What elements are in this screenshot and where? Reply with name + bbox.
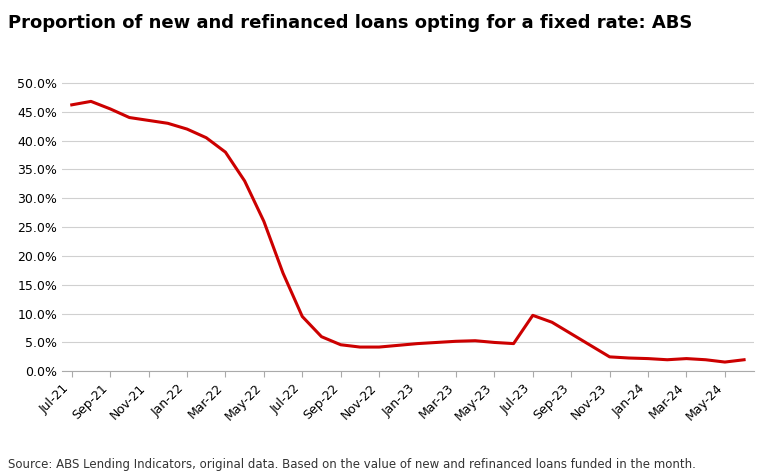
Text: Proportion of new and refinanced loans opting for a fixed rate: ABS: Proportion of new and refinanced loans o… [8, 14, 692, 32]
Text: Source: ABS Lending Indicators, original data. Based on the value of new and ref: Source: ABS Lending Indicators, original… [8, 458, 695, 471]
